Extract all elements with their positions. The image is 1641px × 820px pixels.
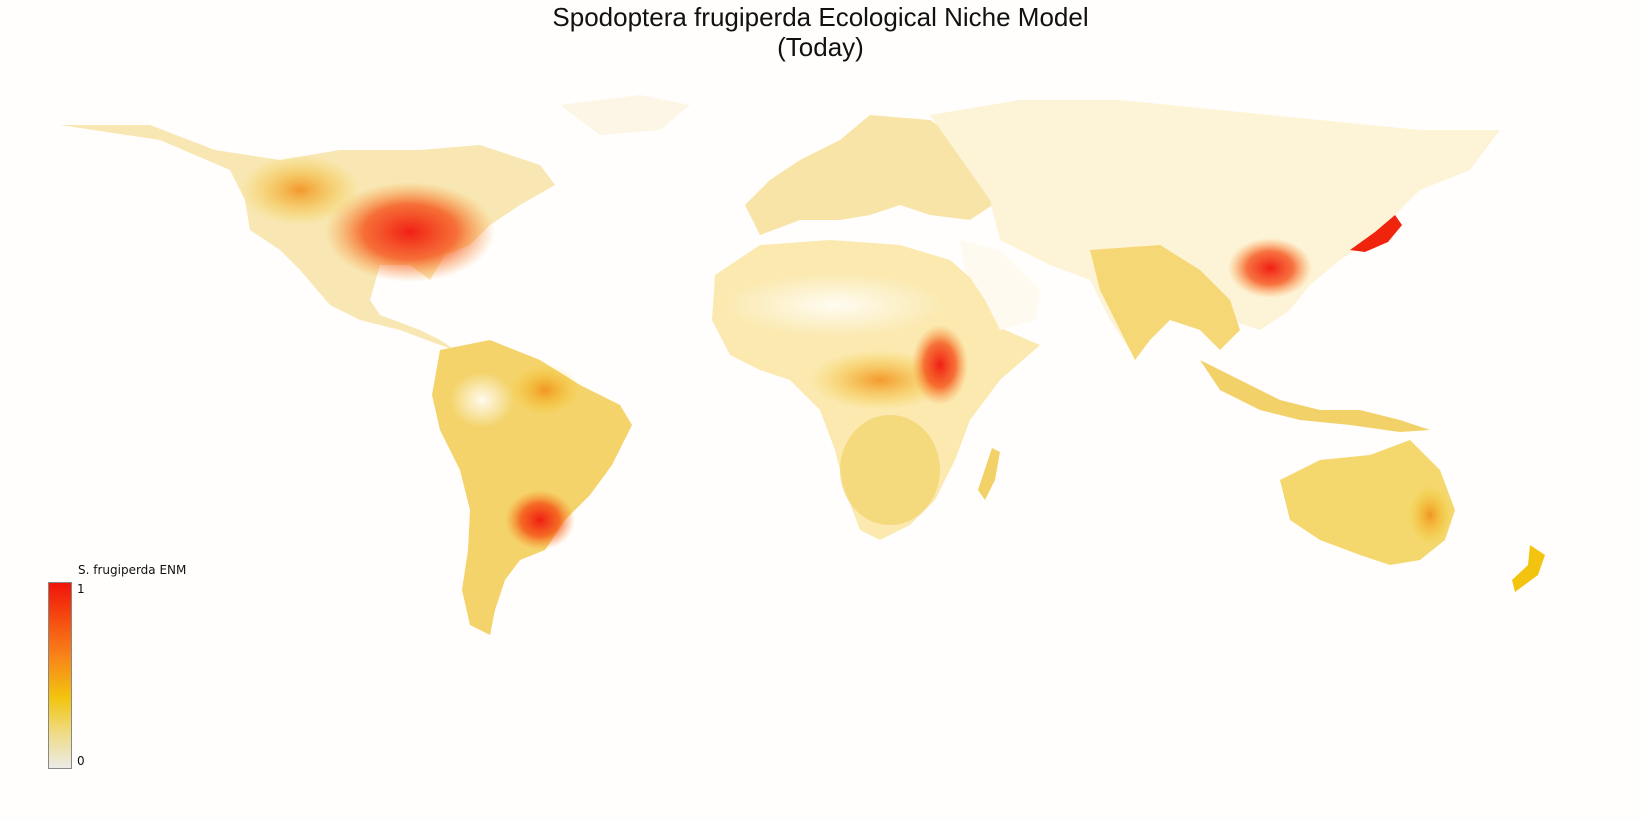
map-title-line1: Spodoptera frugiperda Ecological Niche M… xyxy=(552,2,1089,32)
map-title-line2: (Today) xyxy=(777,32,864,62)
australia-east-warm xyxy=(1408,485,1452,545)
southeast-asia-islands xyxy=(1200,360,1430,432)
east-africa-hotspot xyxy=(912,325,968,405)
southern-africa xyxy=(840,415,940,525)
north-america xyxy=(60,125,555,350)
europe xyxy=(745,115,1000,235)
madagascar xyxy=(978,448,1000,500)
brazil-south-hotspot xyxy=(505,490,575,550)
north-america-west-band xyxy=(240,155,360,225)
greenland xyxy=(560,95,690,135)
legend-min-label: 0 xyxy=(77,754,85,768)
new-zealand xyxy=(1512,545,1545,592)
legend-title: S. frugiperda ENM xyxy=(78,563,187,577)
australia xyxy=(1280,440,1455,565)
amazon-pale-area xyxy=(450,372,514,428)
legend-max-label: 1 xyxy=(77,582,85,596)
south-asia xyxy=(1090,245,1240,360)
map-title: Spodoptera frugiperda Ecological Niche M… xyxy=(0,2,1641,62)
asia xyxy=(930,100,1500,350)
sahara-pale-area xyxy=(725,273,945,337)
brazil-north-warm xyxy=(510,365,580,415)
japan xyxy=(1350,215,1402,252)
east-china-hotspot xyxy=(1228,238,1312,298)
arabian-peninsula xyxy=(960,240,1040,330)
legend-color-bar xyxy=(48,582,72,769)
north-america-hotspot xyxy=(325,182,495,282)
